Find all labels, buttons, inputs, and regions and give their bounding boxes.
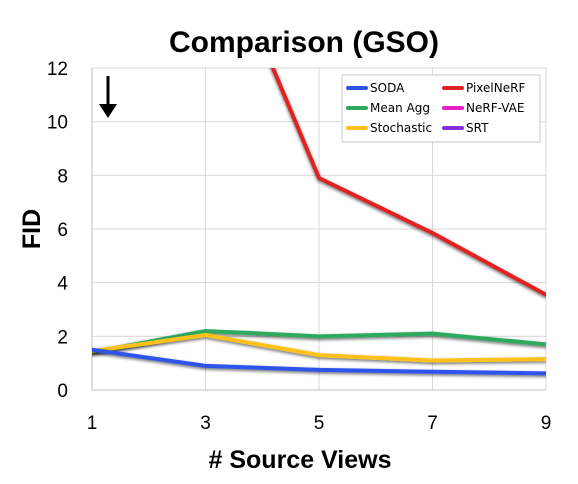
legend-label-mean-agg: Mean Agg [370,101,430,115]
series-line-mean-agg [92,328,546,355]
y-tick-label: 0 [57,381,68,402]
legend: SODA Mean Agg Stochastic PixelNeRF NeRF-VAE S… [341,74,541,143]
x-tick-label: 7 [427,413,438,434]
y-tick-label: 4 [57,274,68,295]
legend-label-stochastic: Stochastic [370,121,432,135]
y-tick-label: 2 [57,327,68,348]
lower-is-better-arrow [99,76,117,118]
x-tick-label: 9 [541,413,552,434]
y-axis-label: FID [18,209,46,249]
y-tick-label: 10 [47,113,68,134]
x-axis-label: # Source Views [209,446,392,474]
series-lines [92,68,546,376]
legend-label-srt: SRT [466,121,489,135]
chart-title: Comparison (GSO) [169,26,439,59]
y-tick-label: 6 [57,220,68,241]
x-tick-label: 1 [87,413,98,434]
y-tick-label: 8 [57,166,68,187]
legend-label-nerf-vae: NeRF-VAE [466,101,524,115]
legend-box [341,74,541,143]
tick-labels: 0 2 4 6 8 10 12 1 3 5 7 9 [47,59,551,434]
series-line-soda [92,347,546,376]
grid [92,67,547,390]
y-tick-label: 12 [47,59,68,80]
legend-label-pixelnerf: PixelNeRF [466,81,525,95]
legend-label-soda: SODA [370,81,405,95]
series-line-stochastic [92,332,546,363]
axes [91,68,546,391]
x-tick-label: 5 [314,413,325,434]
x-tick-label: 3 [200,413,211,434]
series-line-pixelnerf [270,68,546,297]
